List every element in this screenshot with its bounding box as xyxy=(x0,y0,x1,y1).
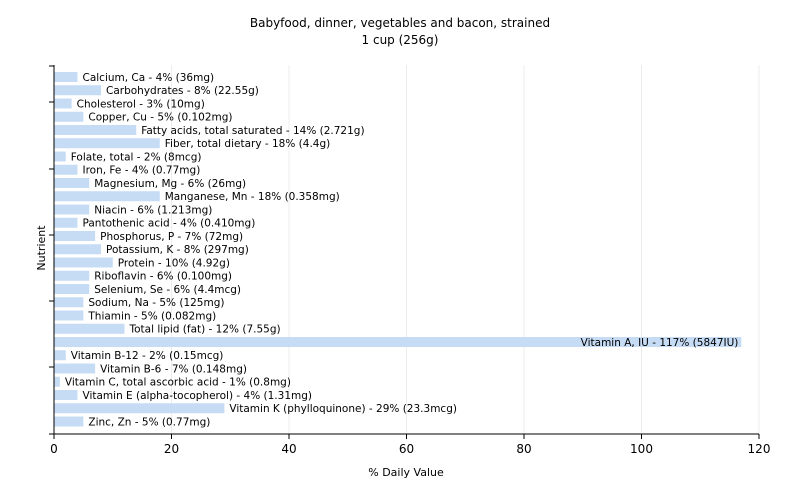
chart-title: Babyfood, dinner, vegetables and bacon, … xyxy=(250,16,550,30)
bar xyxy=(54,350,66,361)
x-tick-label: 40 xyxy=(281,442,296,456)
bar xyxy=(54,125,137,135)
bar-label: Vitamin B-12 - 2% (0.15mcg) xyxy=(71,350,224,362)
bar-label: Vitamin A, IU - 117% (5847IU) xyxy=(581,337,739,349)
bar-label: Iron, Fe - 4% (0.77mg) xyxy=(83,165,201,177)
bar-label: Fiber, total dietary - 18% (4.4g) xyxy=(165,138,330,150)
bar-label: Thiamin - 5% (0.082mg) xyxy=(87,310,216,322)
grid xyxy=(171,65,760,434)
bar-label: Vitamin C, total ascorbic acid - 1% (0.8… xyxy=(65,377,291,389)
bar-label: Vitamin B-6 - 7% (0.148mg) xyxy=(100,363,247,375)
bar-label: Vitamin K (phylloquinone) - 29% (23.3mcg… xyxy=(229,403,457,415)
bar-label: Magnesium, Mg - 6% (26mg) xyxy=(94,178,246,190)
bar xyxy=(54,191,160,202)
bar xyxy=(54,72,78,82)
bar xyxy=(54,310,84,321)
bar xyxy=(54,98,72,109)
bars: Calcium, Ca - 4% (36mg)Carbohydrates - 8… xyxy=(54,72,742,428)
bar-label: Copper, Cu - 5% (0.102mg) xyxy=(88,112,232,124)
bar-label: Potassium, K - 8% (297mg) xyxy=(106,244,249,256)
x-tick-label: 60 xyxy=(399,442,414,456)
bar xyxy=(54,257,113,268)
bar xyxy=(54,323,125,334)
bar xyxy=(54,297,84,308)
bar xyxy=(54,111,84,122)
y-axis-label: Nutrient xyxy=(35,225,48,271)
bar-label: Vitamin E (alpha-tocopherol) - 4% (1.31m… xyxy=(83,390,313,402)
x-axis-label: % Daily Value xyxy=(368,466,444,479)
bar-label: Pantothenic acid - 4% (0.410mg) xyxy=(83,218,256,230)
bar-label: Selenium, Se - 6% (4.4mcg) xyxy=(94,284,241,296)
bar xyxy=(54,363,96,374)
bar xyxy=(54,138,160,149)
chart-subtitle: 1 cup (256g) xyxy=(362,33,439,47)
bar xyxy=(54,164,78,175)
bar-label: Phosphorus, P - 7% (72mg) xyxy=(100,231,243,243)
bar xyxy=(54,151,66,162)
bar-label: Fatty acids, total saturated - 14% (2.72… xyxy=(141,125,364,137)
bar-label: Manganese, Mn - 18% (0.358mg) xyxy=(165,191,340,203)
bar xyxy=(54,217,78,228)
bar-label: Carbohydrates - 8% (22.55g) xyxy=(106,85,259,97)
bar xyxy=(54,204,90,215)
bar-label: Total lipid (fat) - 12% (7.55g) xyxy=(129,324,281,336)
bar xyxy=(54,337,742,347)
bar-label: Niacin - 6% (1.213mg) xyxy=(94,204,212,216)
x-tick-label: 120 xyxy=(748,442,771,456)
bar-label: Calcium, Ca - 4% (36mg) xyxy=(83,72,215,84)
bar xyxy=(54,403,225,414)
x-tick-label: 20 xyxy=(164,442,179,456)
bar-label: Protein - 10% (4.92g) xyxy=(118,257,230,269)
bar xyxy=(54,178,90,188)
axes: 0 20 40 60 80 100 120 xyxy=(49,65,770,456)
bar xyxy=(54,270,90,281)
bar-label: Zinc, Zn - 5% (0.77mg) xyxy=(88,416,210,428)
bar xyxy=(54,284,90,294)
bar xyxy=(54,85,101,96)
bar-label: Riboflavin - 6% (0.100mg) xyxy=(94,271,232,283)
bar xyxy=(54,376,60,387)
bar xyxy=(54,231,96,241)
bar-label: Sodium, Na - 5% (125mg) xyxy=(88,297,224,309)
x-tick-label: 0 xyxy=(50,442,58,456)
x-tick-label: 80 xyxy=(516,442,531,456)
bar xyxy=(54,416,84,427)
bar xyxy=(54,390,78,400)
x-tick-label: 100 xyxy=(630,442,653,456)
bar-label: Folate, total - 2% (8mcg) xyxy=(71,151,202,163)
bar xyxy=(54,244,101,255)
bar-label: Cholesterol - 3% (10mg) xyxy=(77,98,205,110)
